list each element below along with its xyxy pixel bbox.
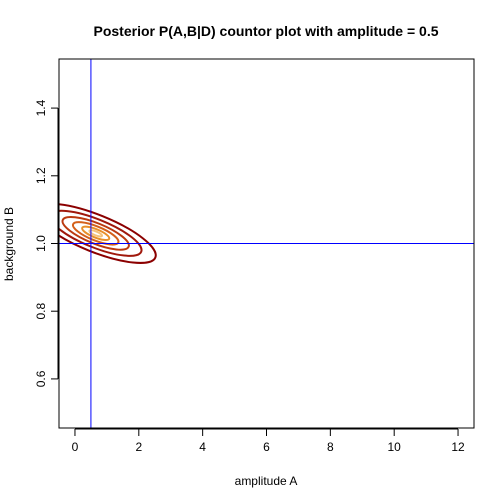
y-tick-label: 0.8 <box>34 303 48 320</box>
x-tick-label: 10 <box>388 440 402 454</box>
x-tick-label: 6 <box>263 440 270 454</box>
contour-level-1 <box>29 192 162 275</box>
x-tick-label: 12 <box>451 440 465 454</box>
chart-title: Posterior P(A,B|D) countor plot with amp… <box>94 23 439 39</box>
x-tick-label: 2 <box>135 440 142 454</box>
y-tick-label: 1.0 <box>34 235 48 252</box>
y-axis: 0.6 0.8 1.0 1.2 1.4 <box>34 99 58 387</box>
x-tick-label: 0 <box>72 440 79 454</box>
x-axis: 0 2 4 6 8 10 12 <box>72 429 465 454</box>
y-tick-label: 0.6 <box>34 370 48 387</box>
x-tick-label: 4 <box>199 440 206 454</box>
x-axis-label: amplitude A <box>235 474 298 488</box>
contour-level-2 <box>45 202 147 265</box>
y-axis-label: background B <box>2 207 16 281</box>
y-tick-label: 1.2 <box>34 167 48 184</box>
x-tick-label: 8 <box>327 440 334 454</box>
y-tick-label: 1.4 <box>34 99 48 116</box>
plot-content <box>29 59 474 428</box>
